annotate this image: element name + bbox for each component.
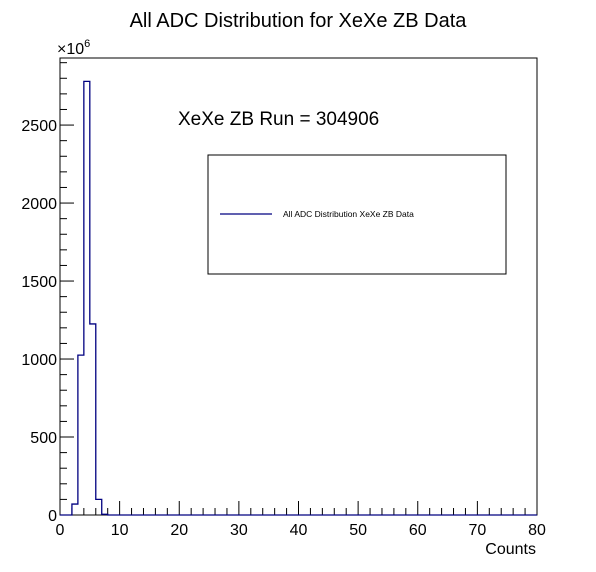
y-tick-label: 500 (30, 430, 57, 447)
y-tick-label: 2000 (21, 196, 57, 213)
x-tick-label: 50 (349, 522, 367, 539)
histogram-series-line (60, 81, 537, 515)
x-tick-label: 70 (468, 522, 486, 539)
legend: All ADC Distribution XeXe ZB Data (208, 155, 506, 274)
y-tick-label: 1000 (21, 352, 57, 369)
y-multiplier-base: ×10 (57, 41, 84, 58)
x-tick-label: 10 (111, 522, 129, 539)
y-tick-label: 0 (48, 508, 57, 525)
x-axis-label: Counts (485, 541, 536, 558)
x-tick-label: 40 (290, 522, 308, 539)
y-multiplier-exponent: 6 (84, 38, 90, 50)
chart-title: All ADC Distribution for XeXe ZB Data (130, 10, 468, 32)
x-tick-label: 20 (170, 522, 188, 539)
x-tick-label: 30 (230, 522, 248, 539)
run-annotation: XeXe ZB Run = 304906 (178, 109, 379, 130)
legend-entry-label: All ADC Distribution XeXe ZB Data (283, 209, 414, 219)
x-tick-label: 60 (409, 522, 427, 539)
x-tick-label: 80 (528, 522, 546, 539)
axis-ticks (60, 63, 537, 515)
y-tick-label: 2500 (21, 118, 57, 135)
y-multiplier: ×106 (57, 38, 90, 58)
y-tick-label: 1500 (21, 274, 57, 291)
